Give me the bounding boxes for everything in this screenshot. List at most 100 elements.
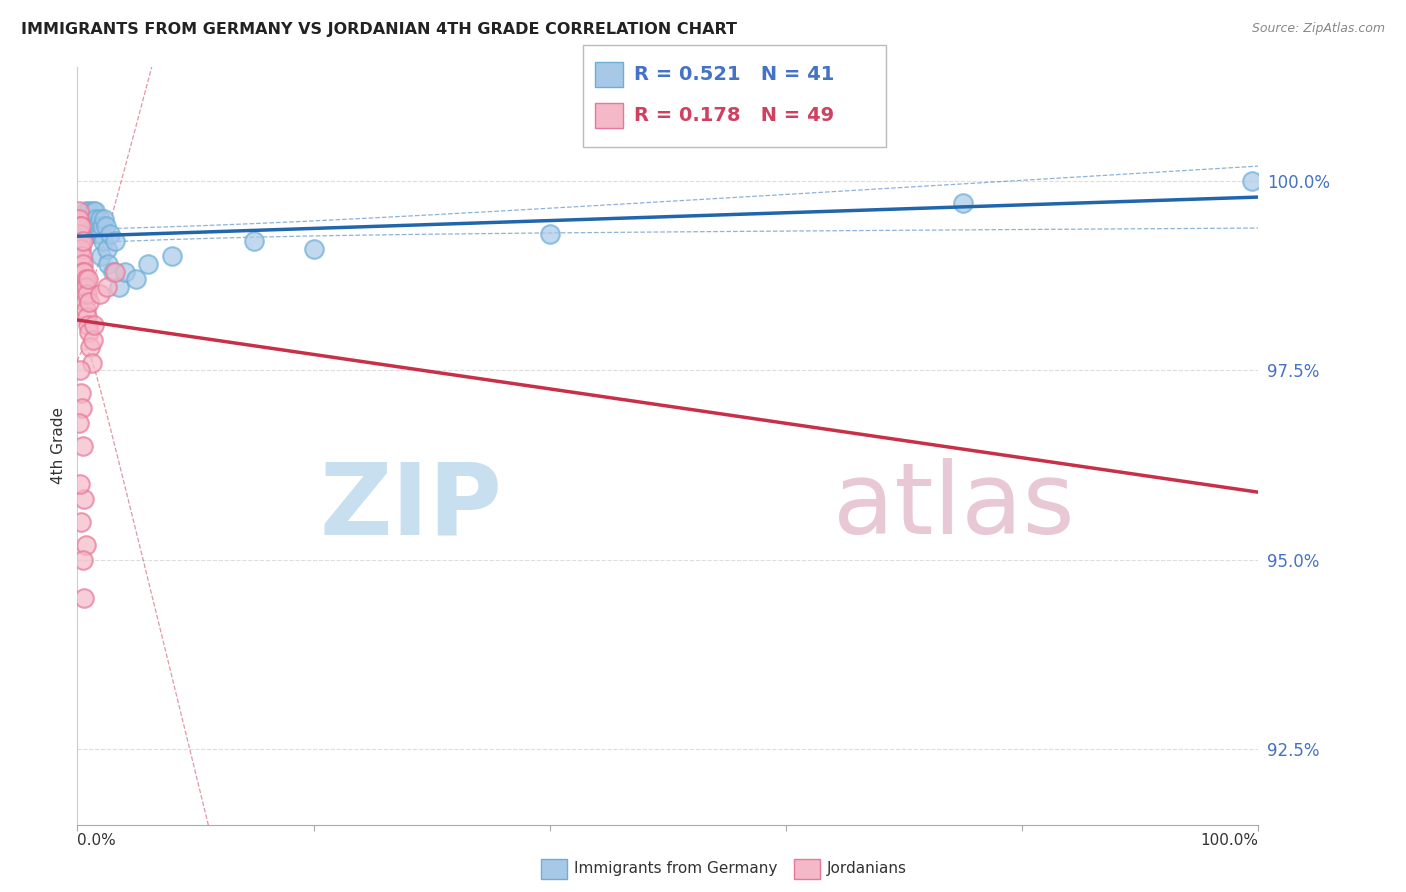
Jordanians — [75, 302, 97, 317]
Immigrants from Germany — [100, 227, 122, 241]
Immigrants from Germany — [70, 211, 93, 226]
Text: atlas: atlas — [834, 458, 1074, 555]
Jordanians — [76, 310, 98, 324]
Jordanians — [67, 211, 90, 226]
Jordanians — [72, 439, 94, 453]
Immigrants from Germany — [84, 211, 107, 226]
Immigrants from Germany — [538, 227, 561, 241]
Jordanians — [69, 242, 91, 256]
Jordanians — [80, 356, 103, 370]
Immigrants from Germany — [93, 211, 115, 226]
Immigrants from Germany — [83, 211, 105, 226]
Immigrants from Germany — [69, 219, 91, 234]
Jordanians — [69, 227, 91, 241]
Jordanians — [73, 591, 96, 605]
Immigrants from Germany — [79, 211, 101, 226]
Immigrants from Germany — [70, 227, 93, 241]
Jordanians — [70, 272, 93, 286]
Immigrants from Germany — [136, 257, 159, 271]
Jordanians — [73, 280, 96, 294]
Jordanians — [83, 318, 105, 332]
Jordanians — [75, 272, 97, 286]
Jordanians — [70, 250, 93, 264]
Jordanians — [77, 272, 100, 286]
Immigrants from Germany — [94, 219, 117, 234]
Immigrants from Germany — [243, 235, 266, 249]
Text: R = 0.521   N = 41: R = 0.521 N = 41 — [634, 65, 835, 85]
Jordanians — [69, 476, 91, 491]
Immigrants from Germany — [76, 211, 98, 226]
Jordanians — [96, 280, 118, 294]
Immigrants from Germany — [114, 265, 136, 279]
Immigrants from Germany — [75, 204, 97, 219]
Jordanians — [69, 363, 91, 377]
Jordanians — [75, 537, 97, 551]
Immigrants from Germany — [89, 211, 111, 226]
Jordanians — [70, 235, 93, 249]
Immigrants from Germany — [952, 196, 974, 211]
Immigrants from Germany — [96, 242, 118, 256]
Immigrants from Germany — [77, 227, 100, 241]
Jordanians — [70, 386, 93, 401]
Jordanians — [89, 287, 111, 301]
Jordanians — [67, 417, 90, 431]
Immigrants from Germany — [86, 219, 108, 234]
Jordanians — [70, 242, 93, 256]
Immigrants from Germany — [125, 272, 148, 286]
Jordanians — [66, 211, 89, 226]
Jordanians — [69, 219, 91, 234]
Immigrants from Germany — [107, 280, 129, 294]
Immigrants from Germany — [82, 204, 104, 219]
Jordanians — [67, 204, 90, 219]
Immigrants from Germany — [302, 242, 325, 256]
Immigrants from Germany — [101, 265, 124, 279]
Immigrants from Germany — [160, 250, 183, 264]
Jordanians — [79, 341, 101, 355]
Jordanians — [72, 553, 94, 567]
Jordanians — [76, 287, 98, 301]
Jordanians — [75, 280, 97, 294]
Immigrants from Germany — [97, 257, 120, 271]
Jordanians — [73, 294, 96, 310]
Immigrants from Germany — [72, 211, 94, 226]
Jordanians — [70, 515, 93, 529]
Jordanians — [104, 265, 127, 279]
Jordanians — [72, 265, 94, 279]
Immigrants from Germany — [77, 204, 100, 219]
Jordanians — [67, 227, 90, 241]
Immigrants from Germany — [77, 219, 100, 234]
Jordanians — [82, 333, 104, 347]
Immigrants from Germany — [1241, 174, 1264, 188]
Immigrants from Germany — [91, 235, 114, 249]
Immigrants from Germany — [91, 219, 114, 234]
Text: 100.0%: 100.0% — [1201, 832, 1258, 847]
Text: Jordanians: Jordanians — [827, 862, 907, 876]
Jordanians — [69, 250, 91, 264]
Y-axis label: 4th Grade: 4th Grade — [51, 408, 66, 484]
Jordanians — [72, 257, 94, 271]
Jordanians — [73, 287, 96, 301]
Immigrants from Germany — [87, 227, 110, 241]
Jordanians — [70, 219, 93, 234]
Text: Immigrants from Germany: Immigrants from Germany — [574, 862, 778, 876]
Jordanians — [67, 235, 90, 249]
Immigrants from Germany — [80, 219, 103, 234]
Jordanians — [77, 318, 100, 332]
Jordanians — [73, 265, 96, 279]
Text: 0.0%: 0.0% — [77, 832, 117, 847]
Text: ZIP: ZIP — [319, 458, 502, 555]
Immigrants from Germany — [90, 227, 112, 241]
Jordanians — [70, 401, 93, 416]
Jordanians — [73, 492, 96, 507]
Jordanians — [77, 294, 100, 310]
Immigrants from Germany — [84, 219, 107, 234]
Text: R = 0.178   N = 49: R = 0.178 N = 49 — [634, 105, 834, 125]
Jordanians — [72, 235, 94, 249]
Immigrants from Germany — [90, 250, 112, 264]
Text: Source: ZipAtlas.com: Source: ZipAtlas.com — [1251, 22, 1385, 36]
Jordanians — [77, 326, 100, 340]
Jordanians — [70, 257, 93, 271]
Immigrants from Germany — [104, 235, 127, 249]
Immigrants from Germany — [84, 204, 107, 219]
Immigrants from Germany — [73, 219, 96, 234]
